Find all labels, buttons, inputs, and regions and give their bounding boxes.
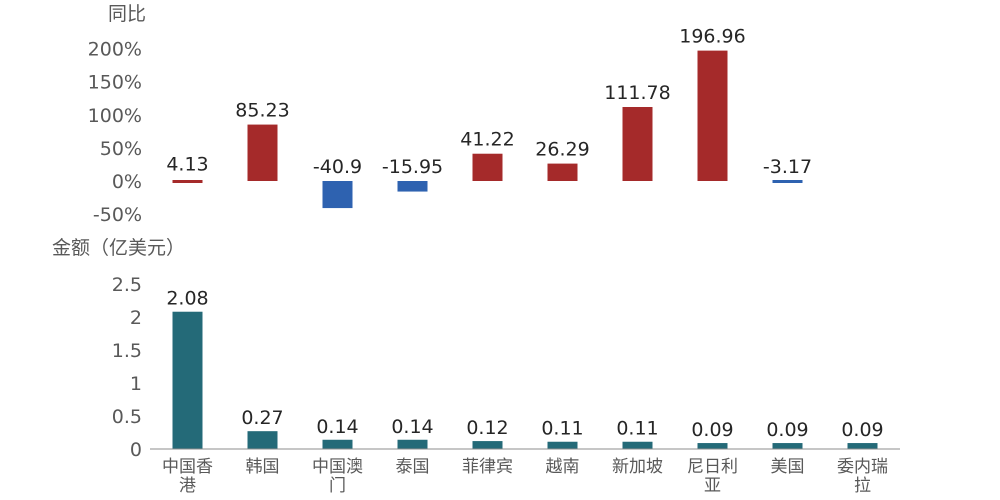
- amount-data-label: 0.11: [616, 418, 658, 440]
- amount-data-label: 0.12: [466, 417, 508, 439]
- yoy-data-label: -3.17: [763, 156, 812, 178]
- yoy-data-label: 41.22: [460, 129, 514, 151]
- amount-bar: [472, 441, 503, 449]
- amount-data-label: 0.27: [241, 407, 283, 429]
- amount-tick-label: 1: [130, 373, 142, 395]
- yoy-bar: [772, 180, 803, 183]
- yoy-data-label: 111.78: [604, 82, 670, 104]
- yoy-tick-label: 0%: [112, 171, 142, 193]
- yoy-bar: [322, 181, 353, 209]
- yoy-bar: [172, 180, 203, 183]
- amount-data-label: 0.09: [841, 419, 883, 441]
- category-label: 委内瑞拉: [837, 457, 888, 496]
- yoy-tick-label: -50%: [93, 204, 142, 226]
- amount-tick-label: 2: [130, 307, 142, 329]
- category-label: 美国: [771, 457, 805, 477]
- amount-bar: [322, 439, 353, 449]
- amount-tick-label: 0: [130, 439, 142, 461]
- yoy-data-label: 196.96: [679, 26, 745, 48]
- category-label: 中国香港: [162, 457, 213, 496]
- amount-data-label: 0.09: [766, 419, 808, 441]
- yoy-bar: [397, 181, 428, 192]
- category-label: 新加坡: [612, 457, 663, 477]
- yoy-bar: [697, 50, 728, 181]
- category-label: 韩国: [246, 457, 280, 477]
- amount-tick-label: 2.5: [112, 274, 142, 296]
- category-labels: 中国香港 韩国 中国澳门 泰国 菲律宾 越南 新加坡 尼日利亚 美国 委内瑞拉: [162, 457, 888, 496]
- amount-data-labels: 2.08 0.27 0.14 0.14 0.12 0.11 0.11 0.09 0.09 0.09: [166, 288, 883, 441]
- amount-bar: [247, 431, 278, 449]
- category-label: 尼日利亚: [687, 457, 738, 496]
- amount-tick-label: 0.5: [112, 406, 142, 428]
- yoy-y-ticks: 200% 150% 100% 50% 0% -50%: [88, 39, 142, 227]
- amount-bar: [772, 443, 803, 449]
- amount-bar: [172, 311, 203, 449]
- amount-bar: [847, 443, 878, 449]
- amount-tick-label: 1.5: [112, 340, 142, 362]
- amount-y-ticks: 2.5 2 1.5 1 0.5 0: [112, 274, 142, 461]
- yoy-data-label: 26.29: [535, 139, 589, 161]
- amount-bars: [172, 311, 878, 449]
- yoy-bar: [622, 107, 653, 181]
- yoy-data-label: 4.13: [166, 153, 208, 175]
- yoy-tick-label: 150%: [88, 72, 142, 94]
- yoy-data-label: -15.95: [382, 156, 443, 178]
- amount-bar: [547, 441, 578, 449]
- amount-data-label: 0.11: [541, 418, 583, 440]
- amount-chart: 金额（亿美元） 2.5 2 1.5 1 0.5 0 2.08 0.27 0.14 0.14 0.1…: [52, 237, 900, 496]
- category-label: 菲律宾: [462, 457, 513, 477]
- yoy-bar: [547, 163, 578, 181]
- amount-bar: [397, 439, 428, 449]
- yoy-bar: [472, 153, 503, 181]
- amount-bar: [697, 443, 728, 449]
- category-label: 越南: [546, 457, 580, 477]
- amount-data-label: 0.09: [691, 419, 733, 441]
- amount-axis-title: 金额（亿美元）: [52, 237, 185, 259]
- yoy-axis-title: 同比: [108, 3, 146, 25]
- yoy-tick-label: 50%: [100, 138, 142, 160]
- amount-bar: [622, 441, 653, 449]
- yoy-data-labels: 4.13 85.23 -40.9 -15.95 41.22 26.29 111.78 196.…: [166, 26, 812, 178]
- yoy-bars: [172, 50, 803, 209]
- yoy-bar: [247, 124, 278, 181]
- yoy-data-label: -40.9: [313, 156, 362, 178]
- yoy-tick-label: 100%: [88, 105, 142, 127]
- yoy-chart: 同比 200%150%100%50%0%-50% 4.1385.23-40.9-…: [88, 3, 812, 226]
- yoy-data-label: 85.23: [235, 100, 289, 122]
- category-label: 中国澳门: [312, 457, 363, 496]
- amount-data-label: 2.08: [166, 288, 208, 310]
- category-label: 泰国: [396, 457, 430, 477]
- amount-data-label: 0.14: [391, 416, 433, 438]
- yoy-tick-label: 200%: [88, 39, 142, 61]
- amount-data-label: 0.14: [316, 416, 358, 438]
